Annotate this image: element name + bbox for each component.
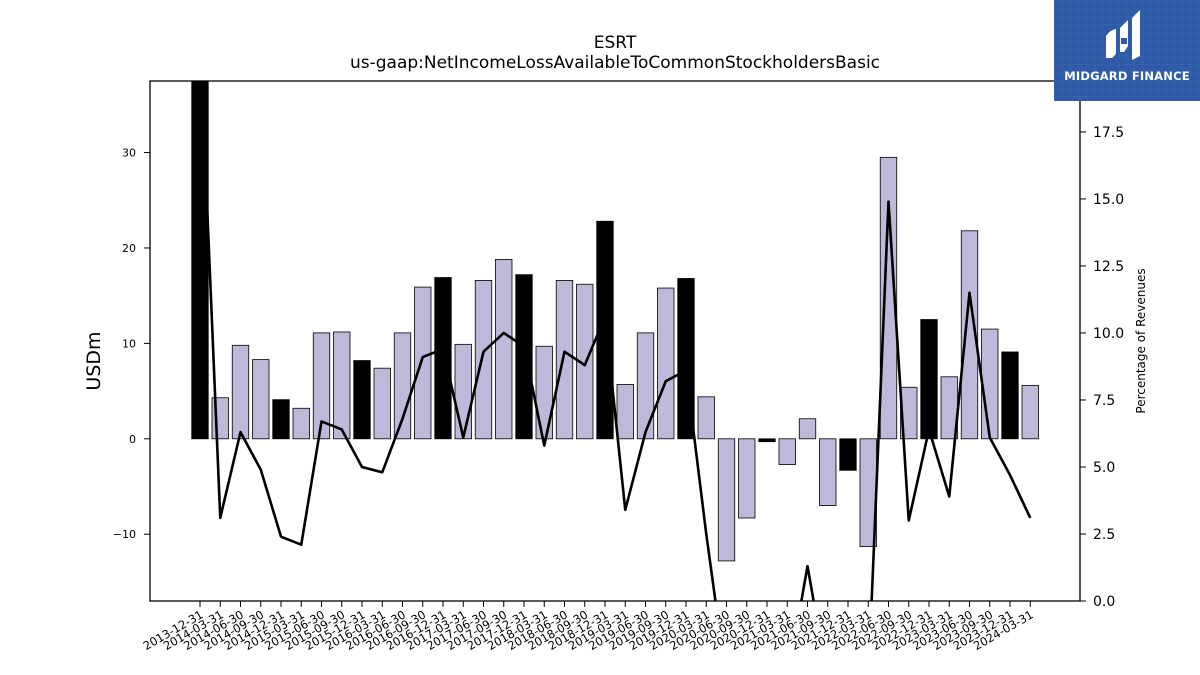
bar-annual — [272, 399, 290, 440]
y-tick-label: 10 — [122, 337, 136, 350]
bar-quarter — [738, 438, 756, 519]
y2-tick-label: 5.0 — [1093, 460, 1115, 476]
bar-quarter — [474, 280, 493, 440]
bar-quarter — [981, 328, 999, 440]
bar-annual — [1001, 351, 1019, 440]
bar-quarter — [900, 386, 918, 440]
bar-annual — [596, 220, 614, 440]
y2-tick-label: 10.0 — [1093, 326, 1124, 342]
y-tick-label: −10 — [113, 528, 136, 541]
bar-quarter — [555, 280, 574, 440]
bar-quarter — [252, 359, 270, 440]
bar-quarter — [576, 283, 594, 440]
bar-quarter — [312, 332, 331, 440]
y2-tick-label: 7.5 — [1093, 393, 1115, 409]
bar-quarter — [798, 418, 817, 440]
bar-annual — [353, 360, 371, 440]
bar-quarter — [373, 367, 391, 440]
bar-annual — [191, 81, 209, 440]
y2-tick-label: 2.5 — [1093, 527, 1115, 543]
percent-of-revenues-line — [200, 81, 1032, 601]
y2-axis-label: Percentage of Revenues — [1134, 268, 1148, 413]
y2-tick-label: 15.0 — [1093, 192, 1124, 208]
logo-emblem-icon — [1054, 0, 1200, 101]
chart-title: ESRT — [593, 33, 637, 53]
bar-quarter — [819, 438, 837, 506]
midgard-finance-logo: MIDGARD FINANCE — [1054, 0, 1200, 101]
bar-quarter — [333, 331, 351, 440]
bar-quarter — [616, 384, 634, 440]
bar-quarter — [657, 287, 675, 440]
bar-quarter — [393, 332, 412, 440]
bar-quarter — [636, 332, 655, 440]
y2-tick-label: 0.0 — [1093, 594, 1115, 610]
bar-quarter — [879, 156, 898, 440]
bar-quarter — [414, 286, 432, 440]
y-axis-label: USDm — [83, 331, 105, 390]
y-tick-label: 20 — [122, 242, 136, 255]
y2-tick-label: 12.5 — [1093, 259, 1124, 275]
bar-quarter — [717, 438, 736, 562]
plot-frame — [149, 80, 1081, 602]
bar-annual — [515, 274, 533, 440]
bar-quarter — [778, 438, 796, 465]
bar-quarter — [292, 407, 310, 440]
bar-annual — [758, 438, 776, 443]
y-tick-label: 0 — [129, 433, 136, 446]
bar-quarter — [697, 396, 715, 440]
bar-annual — [839, 438, 857, 471]
bar-quarter — [1021, 384, 1039, 440]
bar-quarter — [231, 344, 250, 440]
bar-annual — [434, 277, 452, 440]
logo-text: MIDGARD FINANCE — [1064, 69, 1190, 83]
bar-quarter — [960, 230, 979, 440]
bar-quarter — [454, 343, 472, 440]
chart-subtitle: us-gaap:NetIncomeLossAvailableToCommonSt… — [349, 53, 881, 73]
y2-tick-label: 17.5 — [1093, 125, 1124, 141]
y-tick-label: 30 — [122, 147, 136, 160]
bar-quarter — [535, 345, 553, 440]
bar-annual — [920, 319, 938, 440]
bar-quarter — [495, 259, 513, 440]
bar-group — [191, 81, 1039, 601]
